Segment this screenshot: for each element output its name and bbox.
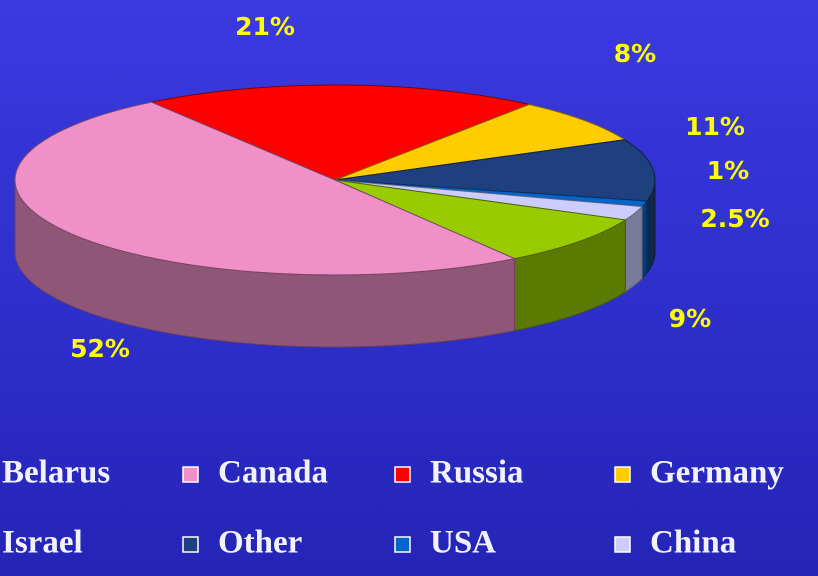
slice	[334, 139, 656, 202]
value-label: 21%	[235, 12, 295, 41]
value-label: 9%	[669, 304, 711, 333]
legend-swatch	[394, 466, 411, 483]
value-label: 11%	[685, 112, 745, 141]
slice	[334, 103, 627, 181]
legend-swatch	[614, 466, 631, 483]
legend-swatch	[182, 536, 199, 553]
value-label: 52%	[70, 334, 130, 363]
value-label: 1%	[707, 156, 749, 185]
legend-label: Other	[218, 525, 302, 561]
slice	[334, 179, 627, 260]
slice-side	[624, 205, 643, 293]
legend-label: Russia	[430, 455, 524, 491]
slice-side	[641, 199, 648, 280]
legend-swatch	[394, 536, 411, 553]
slice	[14, 101, 517, 276]
legend-label: Israel	[2, 525, 83, 561]
legend-swatch	[182, 466, 199, 483]
legend-label: USA	[430, 525, 496, 561]
value-label: 8%	[614, 39, 656, 68]
value-label: 2.5%	[700, 204, 769, 233]
legend-swatch	[614, 536, 631, 553]
slice	[149, 84, 531, 181]
legend-label: Canada	[218, 455, 328, 491]
legend-label: Germany	[650, 455, 784, 491]
legend-label: China	[650, 525, 736, 561]
legend-label: Belarus	[2, 455, 110, 491]
